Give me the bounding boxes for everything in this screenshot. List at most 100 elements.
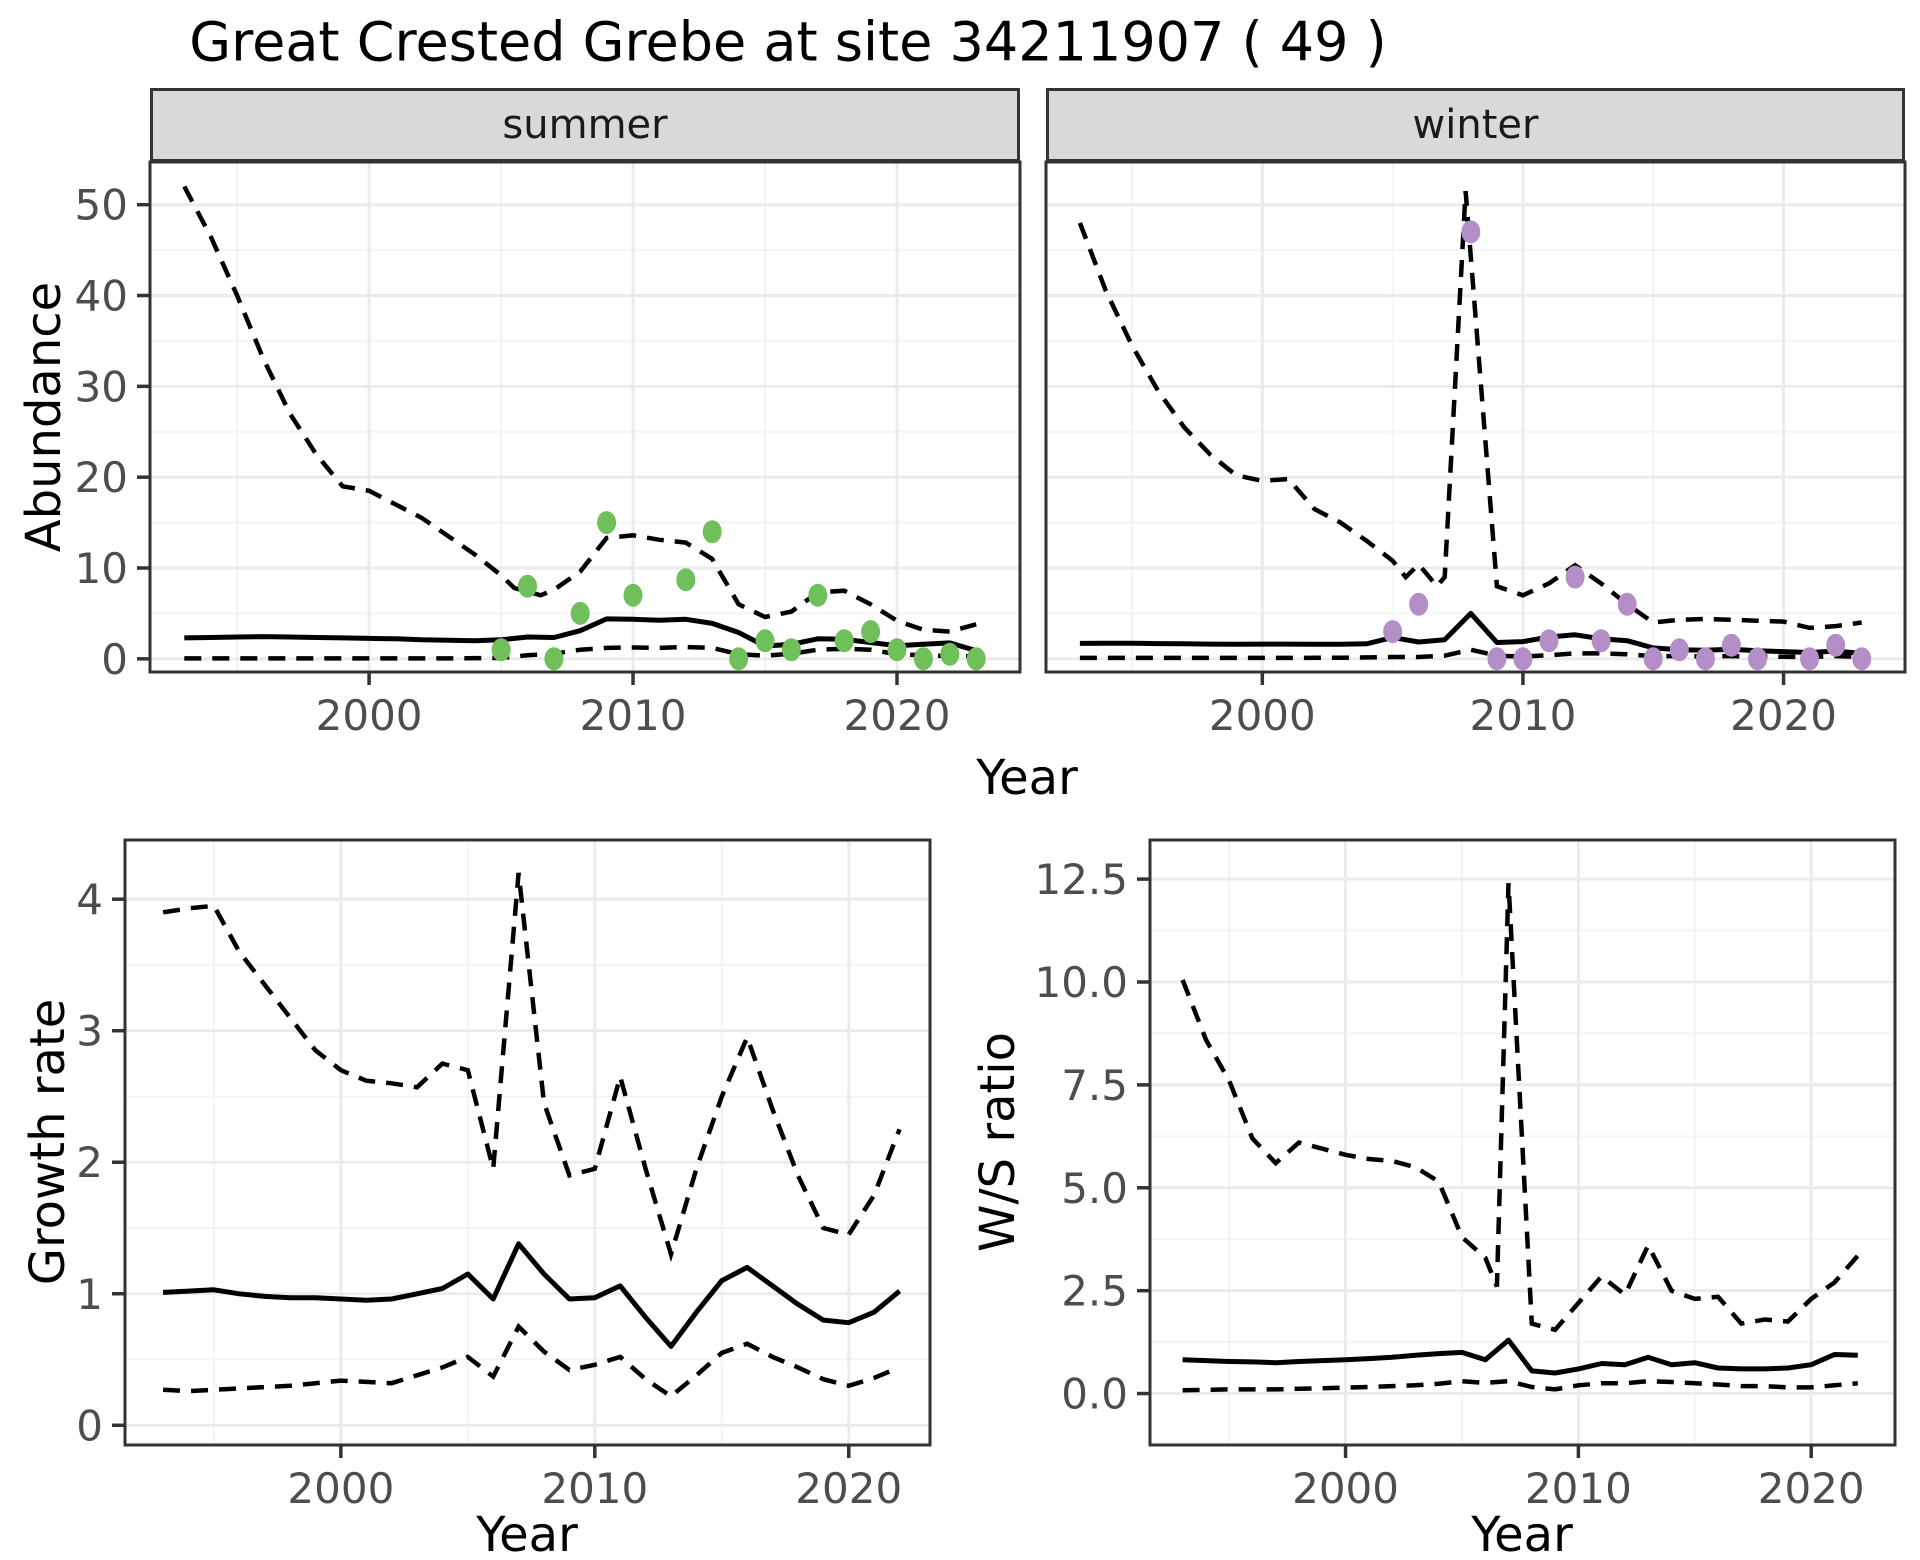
x-tick-label: 2010 — [1469, 691, 1576, 740]
panel-summer: 2000 2010 2020 0 10 20 30 40 50 — [75, 160, 1022, 740]
y-tick-label: 0 — [101, 635, 128, 684]
y-tick-label: 20 — [75, 453, 128, 502]
data-point — [491, 638, 511, 662]
ci-upper-line — [1180, 883, 1860, 1333]
panel-winter: 2000 2010 2020 — [1044, 160, 1907, 740]
y-tick-label: 0 — [76, 1401, 103, 1450]
x-axis-title-abundance: Year — [976, 750, 1078, 806]
panel-background — [1046, 162, 1905, 672]
data-point — [940, 642, 960, 666]
y-tick-label: 30 — [75, 362, 128, 411]
y-tick-label: 50 — [75, 181, 128, 230]
data-point — [861, 620, 881, 644]
panel-ws_ratio: 2000 2010 2020 0.0 2.5 5.0 7.5 10.0 12.5 — [1034, 838, 1897, 1513]
x-tick-label: 2020 — [1758, 1464, 1865, 1513]
x-tick-label: 2010 — [580, 691, 687, 740]
data-point — [729, 647, 749, 671]
data-point — [702, 520, 722, 544]
ci-lower-line — [184, 644, 977, 661]
ci-upper-line — [1077, 190, 1863, 631]
x-axis-title-growth-rate: Year — [476, 1507, 578, 1560]
x-tick-label: 2000 — [1209, 691, 1316, 740]
ci-lower-line — [1182, 1378, 1858, 1393]
data-point — [913, 647, 933, 671]
data-point — [544, 647, 564, 671]
data-point — [518, 574, 537, 598]
facet-label-winter: winter — [1412, 102, 1539, 148]
y-tick-label: 10.0 — [1034, 958, 1128, 1007]
data-point — [623, 583, 643, 607]
x-tick-label: 2020 — [795, 1464, 902, 1513]
data-point — [1513, 647, 1533, 671]
y-tick-label: 2 — [76, 1138, 103, 1187]
data-point — [597, 511, 617, 535]
data-point — [1643, 647, 1663, 671]
facet-strip-summer: summer — [150, 88, 1020, 162]
panel-border — [1044, 160, 1907, 674]
data-point — [887, 638, 907, 662]
data-point — [1487, 647, 1507, 671]
chart-title: Great Crested Grebe at site 34211907 ( 4… — [189, 10, 1387, 74]
data-point — [834, 629, 854, 653]
panel-background — [125, 840, 930, 1445]
ci-upper-line — [182, 185, 977, 634]
data-point — [1800, 647, 1820, 671]
observation-points — [491, 511, 986, 671]
data-point — [1617, 592, 1637, 616]
x-tick-label: 2010 — [1525, 1464, 1632, 1513]
data-point — [781, 638, 801, 662]
panel-border — [1148, 838, 1897, 1447]
y-tick-label: 5.0 — [1061, 1164, 1128, 1213]
data-point — [1409, 592, 1429, 616]
ci-lower-line — [162, 1322, 901, 1400]
series-group — [1180, 883, 1860, 1393]
data-point — [1591, 629, 1611, 653]
data-point — [1565, 565, 1585, 589]
panel-growth_rate: 2000 2010 2020 0 1 2 3 4 — [76, 838, 932, 1513]
panel-border — [148, 160, 1022, 674]
data-point — [1383, 620, 1403, 644]
y-tick-label: 3 — [76, 1007, 103, 1056]
y-tick-label: 10 — [75, 544, 128, 593]
panel-background — [1150, 840, 1895, 1445]
y-axis-title-growth-rate: Growth rate — [20, 998, 76, 1286]
fit-line — [162, 1241, 902, 1349]
facet-label-summer: summer — [502, 102, 668, 148]
y-tick-label: 4 — [76, 875, 103, 924]
y-axis-title-abundance: Abundance — [16, 281, 72, 553]
data-point — [1748, 647, 1767, 671]
data-point — [1852, 647, 1872, 671]
y-axis-title-ws-ratio: W/S ratio — [970, 1031, 1026, 1253]
fit-line — [1182, 1337, 1858, 1376]
data-point — [1721, 633, 1741, 657]
data-point — [1826, 633, 1846, 657]
y-tick-label: 12.5 — [1034, 855, 1128, 904]
data-point — [570, 601, 590, 625]
x-tick-label: 2000 — [1292, 1464, 1399, 1513]
data-point — [966, 647, 986, 671]
data-point — [755, 629, 775, 653]
data-point — [1539, 629, 1559, 653]
y-tick-label: 0.0 — [1061, 1370, 1128, 1419]
data-point — [676, 568, 696, 592]
x-tick-label: 2020 — [1730, 691, 1837, 740]
data-point — [1695, 647, 1715, 671]
panel-background — [150, 162, 1020, 672]
x-tick-label: 2010 — [541, 1464, 648, 1513]
panel-border — [123, 838, 932, 1447]
observation-points — [1383, 220, 1872, 671]
y-tick-label: 2.5 — [1061, 1267, 1128, 1316]
y-tick-label: 7.5 — [1061, 1061, 1128, 1110]
x-axis-title-ws-ratio: Year — [1471, 1507, 1573, 1560]
facet-strip-winter: winter — [1046, 88, 1905, 162]
data-point — [1461, 220, 1481, 244]
ci-upper-line — [162, 872, 902, 1263]
x-tick-label: 2020 — [844, 691, 951, 740]
x-tick-label: 2000 — [287, 1464, 394, 1513]
data-point — [1669, 638, 1689, 662]
x-tick-label: 2000 — [316, 691, 423, 740]
y-tick-label: 40 — [75, 272, 128, 321]
data-point — [808, 583, 828, 607]
